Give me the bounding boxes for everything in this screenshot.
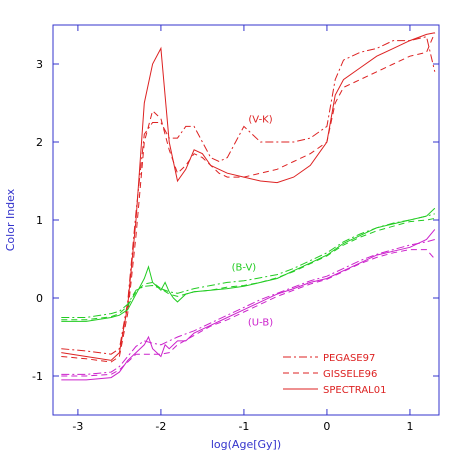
y-tick-label: 0 — [36, 292, 43, 305]
x-tick-label: -2 — [155, 420, 166, 433]
x-axis-title: log(Age[Gy]) — [211, 438, 281, 451]
series-v-k-dashdot — [61, 36, 436, 355]
x-tick-label: -1 — [238, 420, 249, 433]
series-b-v-dashed — [61, 217, 435, 321]
series-b-v-dashdot — [61, 213, 435, 318]
series-u-b-dashdot — [61, 239, 435, 375]
series-u-b-dashed — [61, 249, 436, 377]
annotation-label: (V-K) — [248, 115, 272, 126]
series-u-b-solid — [61, 229, 436, 381]
legend-label: SPECTRAL01 — [323, 385, 386, 396]
x-tick-label: 0 — [323, 420, 330, 433]
series-lines — [61, 32, 436, 381]
series-v-k-dashed — [61, 32, 436, 363]
legend-label: PEGASE97 — [323, 353, 375, 364]
y-tick-label: -1 — [32, 370, 43, 383]
y-tick-label: 3 — [36, 58, 43, 71]
y-tick-label: 2 — [36, 136, 43, 149]
legend-label: GISSELE96 — [323, 369, 377, 380]
annotations: (V-K) (B-V) (U-B) — [232, 115, 274, 329]
legend: PEGASE97 GISSELE96 SPECTRAL01 — [283, 353, 386, 396]
plot-frame — [52, 24, 440, 416]
x-tick-label: 1 — [406, 420, 413, 433]
axis-ticks: -3 -2 -1 0 1 -1 0 1 2 3 — [32, 25, 439, 433]
y-axis-title: Color Index — [4, 188, 17, 251]
series-v-k-solid — [61, 32, 435, 361]
annotation-label: (B-V) — [232, 263, 257, 274]
y-tick-label: 1 — [36, 214, 43, 227]
x-tick-label: -3 — [72, 420, 83, 433]
annotation-label: (U-B) — [248, 317, 273, 328]
